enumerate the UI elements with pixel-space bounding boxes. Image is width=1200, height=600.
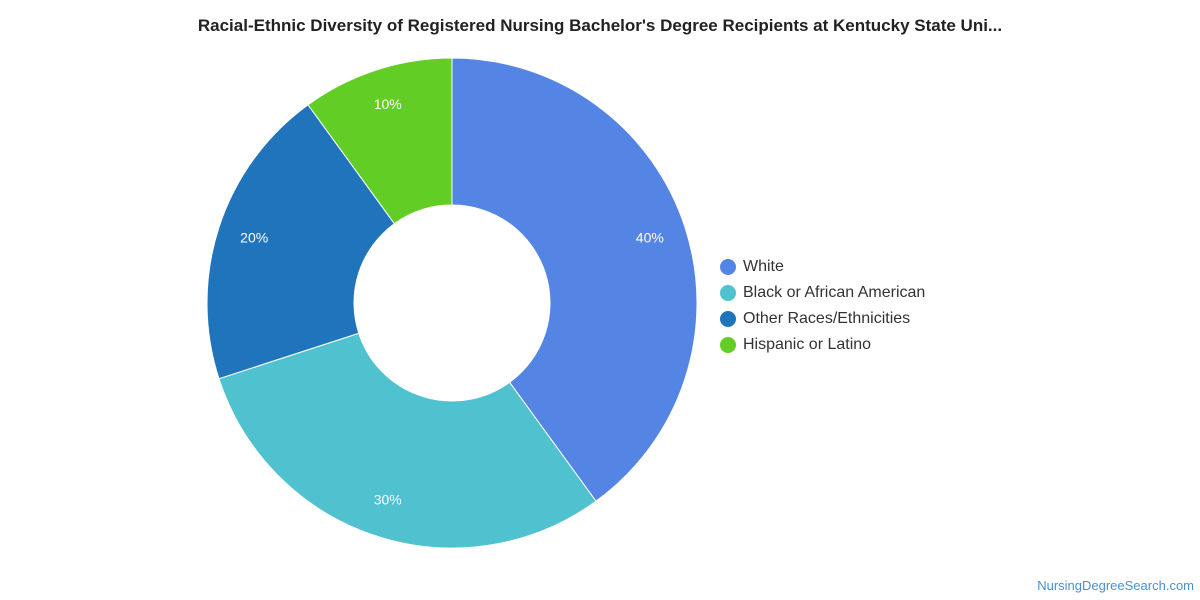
legend-label-other-races-ethnicities: Other Races/Ethnicities: [743, 310, 911, 327]
legend: White Black or African American Other Ra…: [720, 254, 925, 358]
legend-swatch-black-or-african-american: [720, 285, 736, 301]
legend-item-white[interactable]: White: [720, 254, 925, 280]
legend-swatch-white: [720, 259, 736, 275]
slice-black-or-african-american[interactable]: [218, 332, 597, 549]
legend-label-black-or-african-american: Black or African American: [743, 284, 926, 301]
legend-swatch-hispanic-or-latino: [720, 337, 736, 353]
slice-white[interactable]: [451, 57, 698, 502]
chart-title: Racial-Ethnic Diversity of Registered Nu…: [197, 16, 1003, 35]
legend-item-black-or-african-american[interactable]: Black or African American: [720, 280, 925, 306]
data-label-other-races-ethnicities: 20%: [240, 229, 268, 245]
legend-label-hispanic-or-latino: Hispanic or Latino: [743, 336, 872, 353]
legend-item-other-races-ethnicities[interactable]: Other Races/Ethnicities: [720, 306, 925, 332]
slice-hispanic-or-latino[interactable]: [307, 57, 453, 225]
legend-label-white: White: [743, 258, 784, 275]
data-label-black-or-african-american: 30%: [374, 492, 402, 508]
slice-other-races-ethnicities[interactable]: [206, 104, 396, 380]
data-label-white: 40%: [636, 229, 664, 245]
legend-item-hispanic-or-latino[interactable]: Hispanic or Latino: [720, 332, 925, 358]
data-label-hispanic-or-latino: 10%: [374, 96, 402, 112]
source-link[interactable]: NursingDegreeSearch.com: [1037, 578, 1194, 593]
legend-swatch-other-races-ethnicities: [720, 311, 736, 327]
